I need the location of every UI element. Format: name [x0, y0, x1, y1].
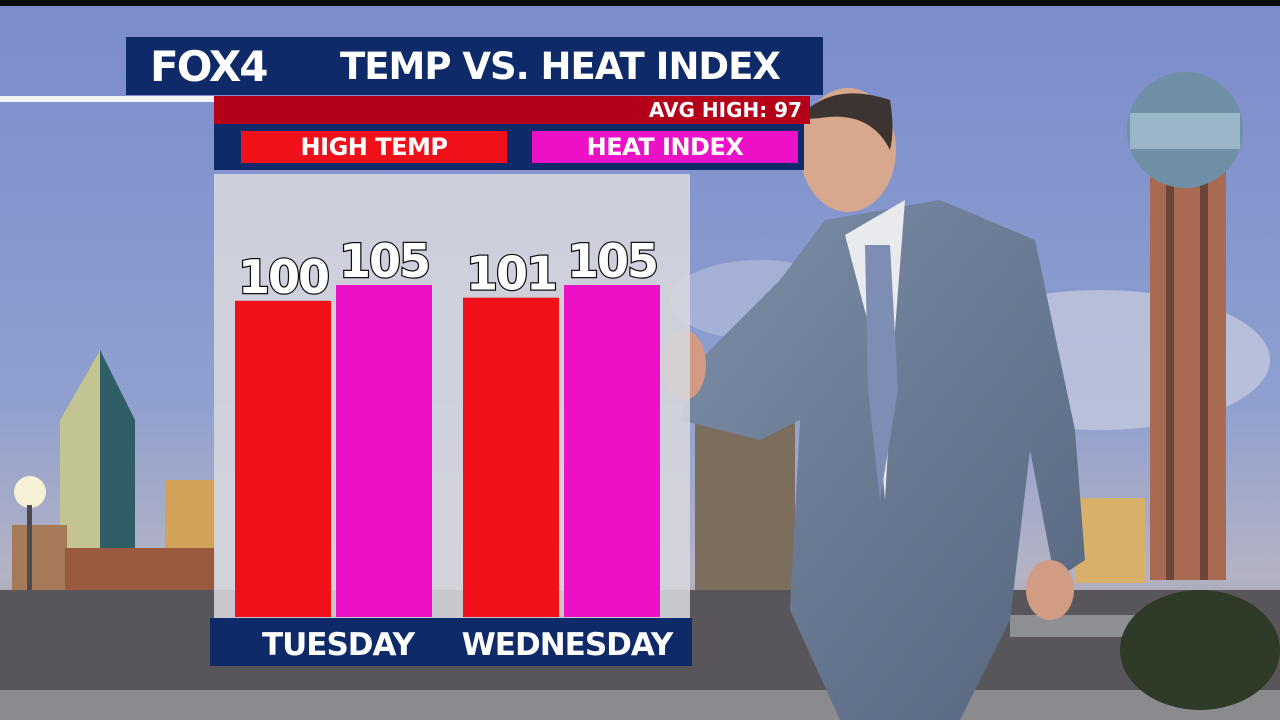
data-label-high-temp-wednesday: 101: [466, 247, 556, 301]
header-banner: FOX4 TEMP VS. HEAT INDEX: [126, 37, 823, 95]
category-label-tuesday: TUESDAY: [262, 627, 416, 663]
legend-high-temp: HIGH TEMP: [241, 131, 507, 163]
data-label-high-temp-tuesday: 100: [238, 250, 328, 304]
station-logo: FOX4: [150, 42, 269, 91]
avg-high-text: AVG HIGH: 97: [648, 98, 802, 122]
bar-heat-index-tuesday: [336, 285, 432, 617]
category-label-wednesday: WEDNESDAY: [462, 627, 674, 663]
avg-high-bar: AVG HIGH: 97: [214, 96, 810, 124]
bar-high-temp-wednesday: [463, 297, 559, 617]
day-label-bar: [210, 618, 692, 666]
presenter: [662, 88, 1085, 720]
data-label-heat-index-wednesday: 105: [567, 234, 657, 288]
header-accent-line: [0, 96, 214, 102]
legend-heat-index: HEAT INDEX: [532, 131, 798, 163]
data-label-heat-index-tuesday: 105: [339, 234, 429, 288]
bar-heat-index-wednesday: [564, 285, 660, 617]
graphic-title: TEMP VS. HEAT INDEX: [340, 45, 781, 88]
bar-high-temp-tuesday: [235, 300, 331, 617]
legend: HIGH TEMP HEAT INDEX: [214, 124, 804, 170]
top-border: [0, 0, 1280, 6]
